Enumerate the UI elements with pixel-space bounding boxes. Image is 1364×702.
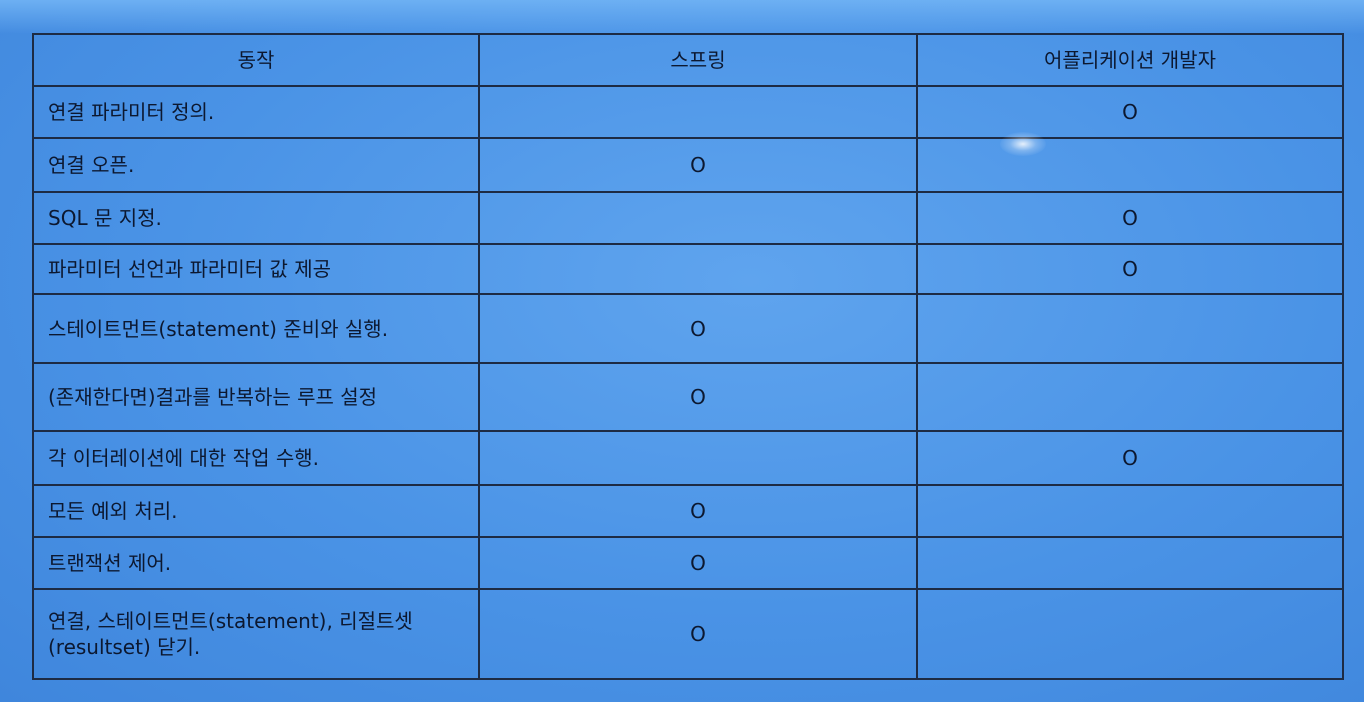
spring-cell: O [478, 484, 918, 538]
table-row: 파라미터 선언과 파라미터 값 제공 O [32, 243, 1344, 295]
action-cell: 각 이터레이션에 대한 작업 수행. [32, 430, 480, 486]
action-cell: 트랜잭션 제어. [32, 536, 480, 590]
action-cell: 연결, 스테이트먼트(statement), 리절트셋(resultset) 닫… [32, 588, 480, 680]
developer-cell [916, 362, 1344, 432]
table-row: 연결 파라미터 정의. O [32, 85, 1344, 139]
action-cell: 연결 파라미터 정의. [32, 85, 480, 139]
table-row: 연결 오픈. O [32, 137, 1344, 193]
spring-cell: O [478, 588, 918, 680]
spring-cell [478, 191, 918, 245]
table-header-row: 동작 스프링 어플리케이션 개발자 [32, 33, 1344, 87]
spring-cell: O [478, 293, 918, 364]
developer-cell [916, 484, 1344, 538]
action-cell: 모든 예외 처리. [32, 484, 480, 538]
action-cell: 스테이트먼트(statement) 준비와 실행. [32, 293, 480, 364]
action-cell: 연결 오픈. [32, 137, 480, 193]
developer-cell [916, 137, 1344, 193]
developer-cell [916, 588, 1344, 680]
developer-cell: O [916, 85, 1344, 139]
table-row: 연결, 스테이트먼트(statement), 리절트셋(resultset) 닫… [32, 588, 1344, 680]
spring-cell [478, 85, 918, 139]
action-cell: 파라미터 선언과 파라미터 값 제공 [32, 243, 480, 295]
table-row: 모든 예외 처리. O [32, 484, 1344, 538]
developer-cell: O [916, 243, 1344, 295]
table-row: (존재한다면)결과를 반복하는 루프 설정 O [32, 362, 1344, 432]
header-developer: 어플리케이션 개발자 [916, 33, 1344, 87]
screen-top-glow [0, 0, 1364, 34]
spring-cell: O [478, 362, 918, 432]
spring-cell: O [478, 536, 918, 590]
header-spring: 스프링 [478, 33, 918, 87]
action-cell: (존재한다면)결과를 반복하는 루프 설정 [32, 362, 480, 432]
action-cell: SQL 문 지정. [32, 191, 480, 245]
table-row: 각 이터레이션에 대한 작업 수행. O [32, 430, 1344, 486]
table-row: 스테이트먼트(statement) 준비와 실행. O [32, 293, 1344, 364]
spring-cell: O [478, 137, 918, 193]
table-row: SQL 문 지정. O [32, 191, 1344, 245]
spring-cell [478, 430, 918, 486]
table-row: 트랜잭션 제어. O [32, 536, 1344, 590]
header-action: 동작 [32, 33, 480, 87]
developer-cell [916, 293, 1344, 364]
developer-cell [916, 536, 1344, 590]
spring-cell [478, 243, 918, 295]
developer-cell: O [916, 430, 1344, 486]
responsibility-table: 동작 스프링 어플리케이션 개발자 연결 파라미터 정의. O 연결 오픈. O… [32, 33, 1344, 680]
screen-glare [1000, 132, 1046, 156]
developer-cell: O [916, 191, 1344, 245]
